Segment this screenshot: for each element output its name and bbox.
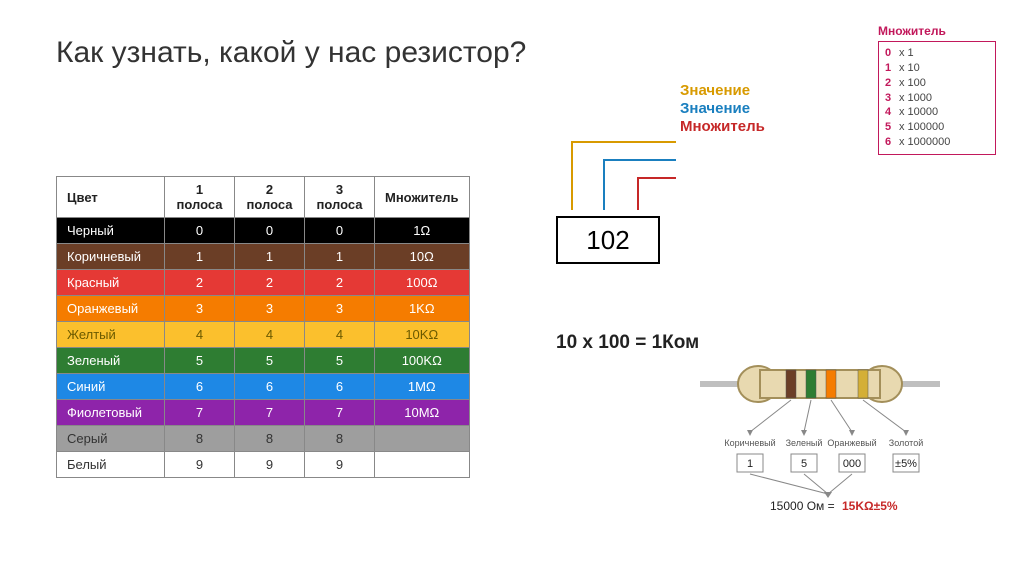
table-cell bbox=[375, 426, 470, 452]
table-cell: Коричневый bbox=[57, 244, 165, 270]
table-cell: 6 bbox=[305, 374, 375, 400]
multiplier-header: Множитель bbox=[878, 24, 996, 38]
table-cell bbox=[375, 452, 470, 478]
page-title: Как узнать, какой у нас резистор? bbox=[56, 36, 526, 70]
smd-label-digit2: Значение bbox=[680, 100, 750, 117]
table-cell: 9 bbox=[165, 452, 235, 478]
table-cell: 6 bbox=[165, 374, 235, 400]
table-row: Черный0001Ω bbox=[57, 218, 470, 244]
multiplier-row: 4 x 10000 bbox=[885, 105, 989, 120]
table-cell: 2 bbox=[305, 270, 375, 296]
table-cell: 1 bbox=[305, 244, 375, 270]
table-cell: 9 bbox=[305, 452, 375, 478]
table-cell: 7 bbox=[235, 400, 305, 426]
svg-text:15KΩ±5%: 15KΩ±5% bbox=[842, 499, 898, 513]
table-header: 3 полоса bbox=[305, 177, 375, 218]
table-cell: 0 bbox=[165, 218, 235, 244]
table-cell: 2 bbox=[235, 270, 305, 296]
svg-text:Золотой: Золотой bbox=[889, 438, 923, 448]
table-cell: Желтый bbox=[57, 322, 165, 348]
equation-text: 10 х 100 = 1Ком bbox=[556, 332, 699, 354]
table-cell: 100Ω bbox=[375, 270, 470, 296]
table-cell: 1 bbox=[235, 244, 305, 270]
table-cell: 5 bbox=[305, 348, 375, 374]
table-cell: Фиолетовый bbox=[57, 400, 165, 426]
table-cell: 4 bbox=[235, 322, 305, 348]
multiplier-row: 1 x 10 bbox=[885, 61, 989, 76]
table-cell: 8 bbox=[235, 426, 305, 452]
table-row: Коричневый11110Ω bbox=[57, 244, 470, 270]
resistor-color-table: Цвет1 полоса2 полоса3 полосаМножитель Че… bbox=[56, 176, 470, 478]
table-cell: Серый bbox=[57, 426, 165, 452]
svg-text:5: 5 bbox=[801, 458, 807, 470]
table-cell: 3 bbox=[165, 296, 235, 322]
table-cell: 1MΩ bbox=[375, 374, 470, 400]
table-cell: Синий bbox=[57, 374, 165, 400]
smd-label-digit1: Значение bbox=[680, 82, 750, 99]
table-cell: 3 bbox=[305, 296, 375, 322]
svg-text:Коричневый: Коричневый bbox=[724, 438, 775, 448]
table-header: Цвет bbox=[57, 177, 165, 218]
svg-text:±5%: ±5% bbox=[895, 458, 917, 470]
table-cell: Белый bbox=[57, 452, 165, 478]
table-cell: Зеленый bbox=[57, 348, 165, 374]
table-cell: 10Ω bbox=[375, 244, 470, 270]
multiplier-row: 3 x 1000 bbox=[885, 91, 989, 106]
table-cell: 1KΩ bbox=[375, 296, 470, 322]
table-row: Зеленый555100KΩ bbox=[57, 348, 470, 374]
resistor-diagram: Коричневый Зеленый Оранжевый Золотой 1 5 000 ±5… bbox=[700, 362, 1000, 522]
table-cell: Красный bbox=[57, 270, 165, 296]
table-cell: 1Ω bbox=[375, 218, 470, 244]
smd-diagram: Значение Значение Множитель 102 bbox=[556, 160, 796, 264]
table-cell: Оранжевый bbox=[57, 296, 165, 322]
table-cell: 4 bbox=[165, 322, 235, 348]
multiplier-row: 2 x 100 bbox=[885, 76, 989, 91]
table-row: Желтый44410KΩ bbox=[57, 322, 470, 348]
table-cell: 1 bbox=[165, 244, 235, 270]
table-header: 1 полоса bbox=[165, 177, 235, 218]
table-header: 2 полоса bbox=[235, 177, 305, 218]
svg-text:15000 Ом =: 15000 Ом = bbox=[770, 499, 835, 513]
table-row: Белый999 bbox=[57, 452, 470, 478]
multiplier-list: 0 x 11 x 102 x 1003 x 10004 x 100005 x 1… bbox=[878, 41, 996, 155]
table-cell: 5 bbox=[235, 348, 305, 374]
smd-label-mult: Множитель bbox=[680, 118, 765, 135]
table-cell: 6 bbox=[235, 374, 305, 400]
multiplier-panel: Множитель 0 x 11 x 102 x 1003 x 10004 x … bbox=[878, 24, 996, 155]
table-cell: 8 bbox=[165, 426, 235, 452]
table-cell: 4 bbox=[305, 322, 375, 348]
table-cell: 10KΩ bbox=[375, 322, 470, 348]
table-cell: 9 bbox=[235, 452, 305, 478]
table-cell: 8 bbox=[305, 426, 375, 452]
table-cell: 10MΩ bbox=[375, 400, 470, 426]
table-cell: Черный bbox=[57, 218, 165, 244]
table-cell: 0 bbox=[235, 218, 305, 244]
table-row: Синий6661MΩ bbox=[57, 374, 470, 400]
table-cell: 7 bbox=[305, 400, 375, 426]
table-header: Множитель bbox=[375, 177, 470, 218]
table-row: Фиолетовый77710MΩ bbox=[57, 400, 470, 426]
table-cell: 2 bbox=[165, 270, 235, 296]
table-cell: 100KΩ bbox=[375, 348, 470, 374]
svg-text:1: 1 bbox=[747, 458, 753, 470]
svg-text:Зеленый: Зеленый bbox=[786, 438, 823, 448]
table-row: Оранжевый3331KΩ bbox=[57, 296, 470, 322]
table-row: Красный222100Ω bbox=[57, 270, 470, 296]
multiplier-row: 0 x 1 bbox=[885, 46, 989, 61]
table-cell: 0 bbox=[305, 218, 375, 244]
svg-text:Оранжевый: Оранжевый bbox=[827, 438, 876, 448]
table-row: Серый888 bbox=[57, 426, 470, 452]
multiplier-row: 6 x 1000000 bbox=[885, 135, 989, 150]
smd-value-box: 102 bbox=[556, 216, 660, 264]
table-cell: 7 bbox=[165, 400, 235, 426]
table-cell: 3 bbox=[235, 296, 305, 322]
multiplier-row: 5 x 100000 bbox=[885, 120, 989, 135]
svg-text:000: 000 bbox=[843, 458, 861, 470]
table-cell: 5 bbox=[165, 348, 235, 374]
